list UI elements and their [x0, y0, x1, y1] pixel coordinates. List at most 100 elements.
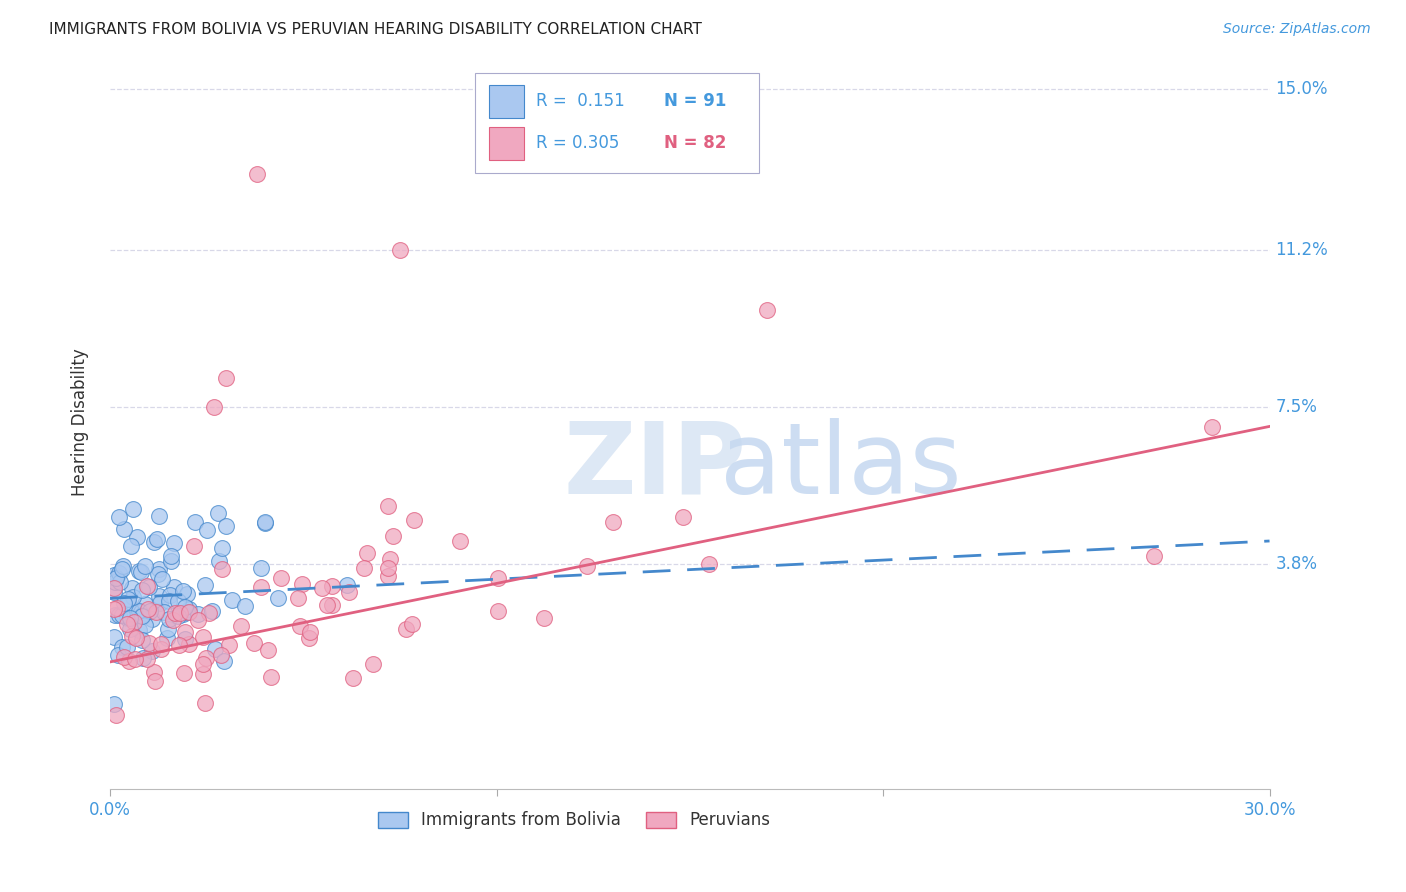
Point: [134, 617, 156, 632]
Point: [141, 644, 163, 658]
Point: [177, 636, 200, 650]
Point: [342, 671, 364, 685]
Point: [169, 606, 191, 620]
Point: [131, 608, 153, 623]
Point: [377, 561, 399, 575]
Point: [121, 581, 143, 595]
Point: [159, 549, 181, 563]
Point: [131, 605, 153, 619]
Point: [128, 564, 150, 578]
FancyBboxPatch shape: [475, 73, 759, 172]
Point: [233, 599, 256, 614]
Point: [162, 613, 184, 627]
Point: [290, 619, 312, 633]
Point: [128, 604, 150, 618]
Point: [136, 602, 159, 616]
Point: [103, 602, 125, 616]
Point: [157, 622, 180, 636]
Point: [173, 625, 195, 640]
Point: [159, 554, 181, 568]
Point: [110, 640, 132, 654]
Point: [148, 508, 170, 523]
Point: [138, 636, 160, 650]
Point: [184, 515, 207, 529]
Point: [122, 502, 145, 516]
Point: [187, 614, 209, 628]
Point: [356, 546, 378, 560]
Point: [173, 600, 195, 615]
Point: [135, 579, 157, 593]
Point: [575, 558, 598, 573]
Point: [111, 562, 134, 576]
Point: [267, 591, 290, 605]
Point: [107, 607, 129, 622]
Point: [179, 602, 201, 616]
Point: [148, 562, 170, 576]
Text: 11.2%: 11.2%: [1275, 242, 1329, 260]
Point: [104, 575, 127, 590]
Point: [353, 561, 375, 575]
Point: [337, 585, 360, 599]
Point: [378, 552, 401, 566]
Point: [194, 578, 217, 592]
Point: [124, 652, 146, 666]
Point: [143, 674, 166, 689]
Legend: Immigrants from Bolivia, Peruvians: Immigrants from Bolivia, Peruvians: [371, 805, 776, 836]
Point: [449, 534, 471, 549]
Point: [142, 535, 165, 549]
Point: [159, 588, 181, 602]
Point: [150, 641, 173, 656]
Point: [176, 587, 198, 601]
Point: [156, 631, 179, 645]
Point: [602, 515, 624, 529]
Text: 15.0%: 15.0%: [1275, 80, 1327, 98]
FancyBboxPatch shape: [489, 85, 524, 118]
Point: [214, 654, 236, 668]
Point: [111, 607, 134, 622]
Point: [215, 370, 238, 384]
Point: [382, 529, 405, 543]
Point: [131, 651, 153, 665]
Point: [321, 579, 343, 593]
Point: [167, 638, 190, 652]
Point: [207, 554, 229, 568]
Point: [103, 630, 125, 644]
Point: [1201, 420, 1223, 434]
Point: [195, 524, 218, 538]
Point: [120, 539, 142, 553]
Point: [377, 569, 399, 583]
Point: [221, 593, 243, 607]
Text: R = 0.305: R = 0.305: [536, 134, 619, 153]
Point: [112, 559, 135, 574]
Point: [157, 612, 180, 626]
Point: [486, 605, 509, 619]
Point: [401, 616, 423, 631]
Point: [211, 541, 233, 556]
Point: [128, 624, 150, 638]
Point: [260, 670, 283, 684]
Point: [176, 605, 198, 619]
Point: [134, 598, 156, 612]
Point: [173, 632, 195, 646]
Point: [201, 604, 224, 618]
Point: [298, 632, 321, 646]
Point: [157, 594, 180, 608]
Point: [121, 590, 143, 604]
Point: [120, 610, 142, 624]
Point: [253, 516, 276, 531]
Point: [218, 638, 240, 652]
Point: [145, 606, 167, 620]
Point: [336, 578, 359, 592]
Point: [149, 596, 172, 610]
Point: [131, 608, 153, 623]
Point: [211, 562, 233, 576]
Point: [298, 624, 321, 639]
Point: [117, 592, 139, 607]
Point: [167, 594, 190, 608]
Point: [112, 522, 135, 536]
Point: [103, 698, 125, 712]
Point: [204, 642, 226, 657]
Point: [167, 608, 190, 623]
FancyBboxPatch shape: [489, 127, 524, 160]
Point: [187, 607, 209, 621]
